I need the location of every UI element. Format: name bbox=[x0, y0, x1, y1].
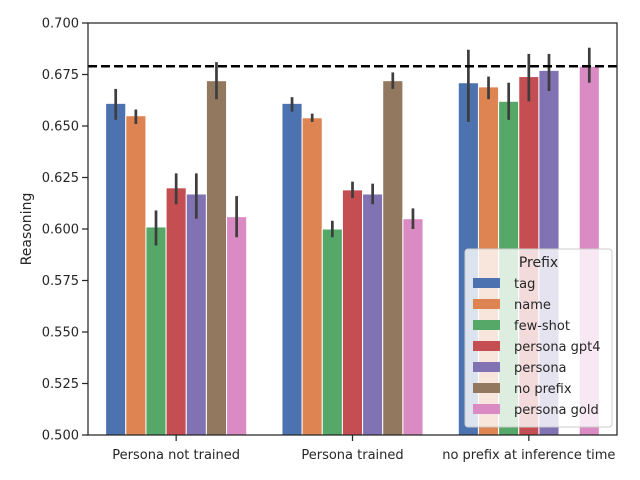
y-tick-label: 0.500 bbox=[42, 429, 79, 444]
bar bbox=[145, 226, 167, 436]
legend-label: few-shot bbox=[514, 319, 570, 334]
legend-swatch bbox=[473, 278, 500, 288]
legend-label: persona gold bbox=[514, 403, 599, 418]
legend-title: Prefix bbox=[519, 255, 558, 271]
bar bbox=[362, 193, 384, 436]
y-tick-label: 0.700 bbox=[42, 17, 79, 32]
bar bbox=[341, 189, 364, 436]
legend-swatch bbox=[473, 320, 500, 330]
legend-label: tag bbox=[514, 277, 535, 292]
legend-swatch bbox=[473, 383, 500, 393]
legend-swatch bbox=[473, 341, 500, 351]
bar bbox=[226, 216, 248, 436]
bar bbox=[125, 115, 147, 436]
bar bbox=[382, 80, 404, 436]
legend-label: name bbox=[514, 298, 551, 313]
bar bbox=[205, 80, 228, 436]
legend-box bbox=[464, 248, 613, 428]
legend: Prefix tag name few-shot persona gpt4 persona… bbox=[464, 248, 613, 428]
y-axis-title: Reasoning bbox=[19, 193, 35, 266]
bar bbox=[105, 102, 127, 436]
y-axis: 0.500 0.525 0.550 0.575 0.600 0.625 0.650 0.675… bbox=[42, 17, 88, 444]
legend-label: persona bbox=[514, 361, 567, 376]
y-tick-label: 0.525 bbox=[42, 377, 79, 392]
y-tick-label: 0.650 bbox=[42, 120, 79, 135]
y-tick-label: 0.575 bbox=[42, 274, 79, 289]
error-bars-layer bbox=[114, 47, 591, 246]
x-tick-label: no prefix at inference time bbox=[442, 448, 615, 463]
y-tick-label: 0.600 bbox=[42, 223, 79, 238]
x-tick-label: Persona not trained bbox=[112, 448, 240, 463]
y-tick-label: 0.550 bbox=[42, 326, 79, 341]
y-tick-label: 0.675 bbox=[42, 68, 79, 83]
bar bbox=[402, 218, 424, 436]
legend-swatch bbox=[473, 362, 500, 372]
bar bbox=[165, 187, 187, 436]
bar bbox=[321, 228, 343, 436]
legend-swatch bbox=[473, 404, 500, 414]
y-tick-label: 0.625 bbox=[42, 171, 79, 186]
legend-label: no prefix bbox=[514, 382, 572, 397]
legend-label: persona gpt4 bbox=[514, 340, 601, 355]
bar bbox=[185, 193, 207, 436]
legend-swatch bbox=[473, 299, 500, 309]
bar bbox=[301, 117, 323, 436]
x-axis: Persona not trained Persona trained no pre… bbox=[112, 435, 615, 463]
bar bbox=[281, 102, 303, 436]
x-tick-label: Persona trained bbox=[301, 448, 403, 463]
